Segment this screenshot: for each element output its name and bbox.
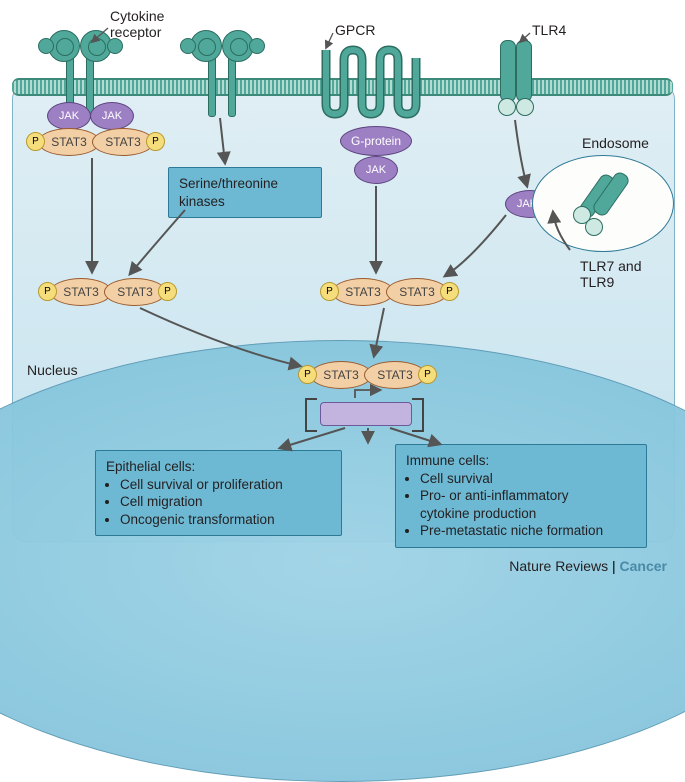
arrows-layer (0, 0, 685, 580)
signaling-diagram: Cytokinereceptor GPCR TLR4 JAK JAK STAT3… (0, 0, 685, 580)
credit-line: Nature Reviews | Cancer (509, 558, 667, 574)
